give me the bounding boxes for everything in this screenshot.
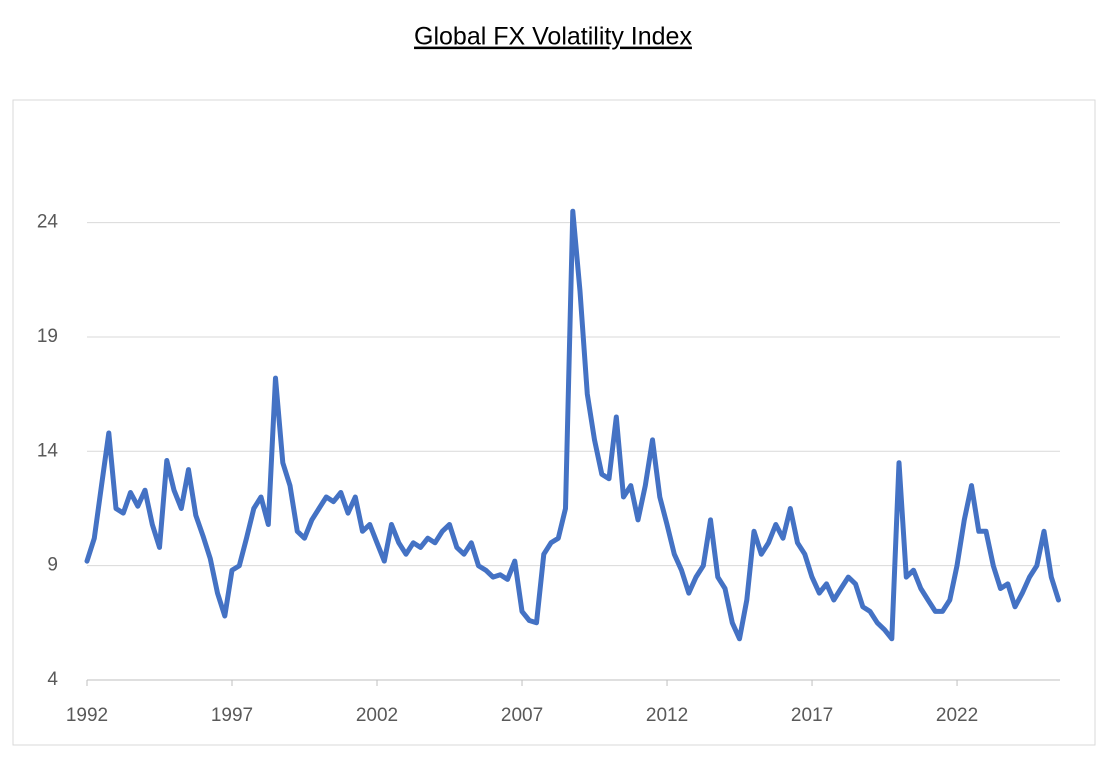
plot-frame <box>12 99 1096 746</box>
y-tick-label: 4 <box>47 669 58 690</box>
chart-title: Global FX Volatility Index <box>414 23 692 51</box>
x-tick-label: 2012 <box>646 705 688 726</box>
data-line <box>84 208 1061 642</box>
x-tick-label: 1992 <box>66 705 108 726</box>
y-tick-label: 24 <box>37 212 59 233</box>
x-tick-label: 2022 <box>936 705 978 726</box>
y-tick-label: 9 <box>47 555 58 576</box>
x-tick-label: 2002 <box>356 705 398 726</box>
x-tick-label: 1997 <box>211 705 253 726</box>
y-tick-label: 19 <box>37 326 58 347</box>
y-tick-label: 14 <box>37 440 59 461</box>
x-tick-label: 2017 <box>791 705 833 726</box>
x-tick-label: 2007 <box>501 705 543 726</box>
